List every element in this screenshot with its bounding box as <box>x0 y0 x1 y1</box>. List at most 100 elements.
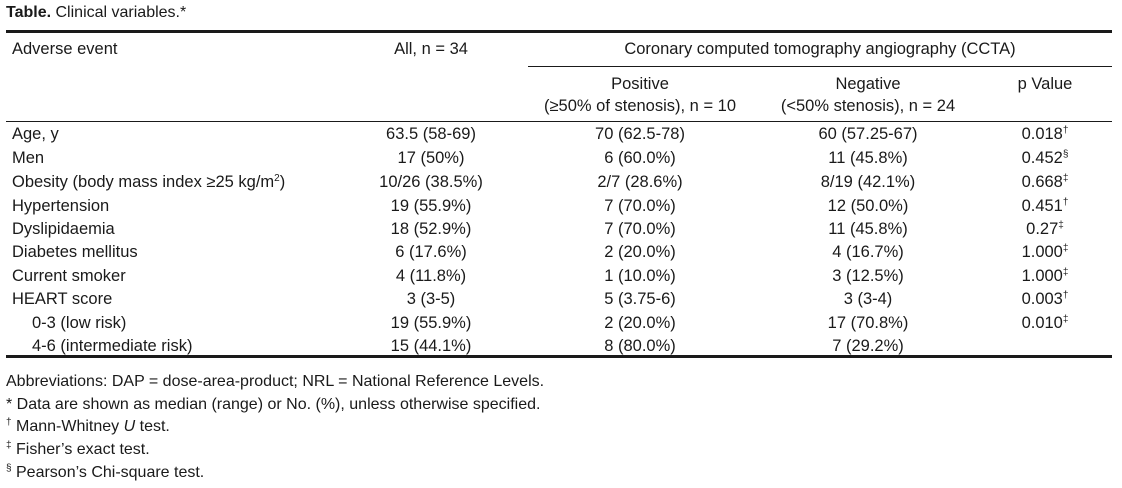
cell-negative: 11 (45.8%) <box>828 220 908 238</box>
footnote-section: § Pearson’s Chi-square test. <box>6 462 204 484</box>
footnote-star: * Data are shown as median (range) or No… <box>6 394 540 416</box>
p-value-number: 0.018 <box>1021 125 1063 143</box>
p-value-footnote-mark: ‡ <box>1062 314 1069 325</box>
cell-all: 3 (3-5) <box>406 290 456 308</box>
p-value-number: 0.452 <box>1021 149 1063 167</box>
row-label: Obesity (body mass index ≥25 kg/m2) <box>12 171 285 193</box>
cell-all: 4 (11.8%) <box>395 267 467 285</box>
cell-all: 19 (55.9%) <box>390 197 472 215</box>
cell-all: 10/26 (38.5%) <box>379 173 483 191</box>
footnote-dagger-mark: † <box>6 417 12 428</box>
top-rule <box>6 30 1112 33</box>
cell-p-value: 1.000‡ <box>985 265 1105 287</box>
p-value-footnote-mark: ‡ <box>1062 173 1069 184</box>
row-label-tail: ) <box>279 173 286 191</box>
cell-p-value: 0.003† <box>985 288 1105 310</box>
header-positive-detail: (≥50% of stenosis), n = 10 <box>543 97 737 115</box>
row-label: Hypertension <box>12 197 110 215</box>
cell-negative: 12 (50.0%) <box>827 197 909 215</box>
p-value-number: 0.451 <box>1021 197 1063 215</box>
p-value-number: 0.003 <box>1021 290 1063 308</box>
cell-positive: 6 (60.0%) <box>604 149 676 167</box>
cell-positive: 2 (20.0%) <box>604 314 676 332</box>
cell-negative: 3 (12.5%) <box>832 267 904 285</box>
cell-all: 18 (52.9%) <box>390 220 472 238</box>
footnote-double-dagger: ‡ Fisher’s exact test. <box>6 439 150 461</box>
cell-all: 15 (44.1%) <box>390 337 472 355</box>
cell-p-value: 0.27‡ <box>985 218 1105 240</box>
row-label: Dyslipidaemia <box>12 220 115 238</box>
row-label: 4-6 (intermediate risk) <box>32 337 193 355</box>
header-all: All, n = 34 <box>394 40 468 58</box>
cell-p-value: 0.018† <box>985 123 1105 145</box>
cell-positive: 1 (10.0%) <box>604 267 676 285</box>
p-value-footnote-mark: † <box>1062 290 1069 301</box>
cell-positive: 7 (70.0%) <box>604 197 676 215</box>
cell-negative: 17 (70.8%) <box>827 314 909 332</box>
header-negative: Negative <box>835 75 901 93</box>
header-rule <box>6 121 1112 122</box>
cell-all: 6 (17.6%) <box>395 243 467 261</box>
cell-negative: 3 (3-4) <box>843 290 893 308</box>
cell-all: 17 (50%) <box>397 149 465 167</box>
cell-negative: 4 (16.7%) <box>832 243 904 261</box>
row-label: Age, y <box>12 125 59 143</box>
footnote-abbreviations: Abbreviations: DAP = dose-area-product; … <box>6 373 545 390</box>
caption-label: Table. <box>6 4 52 21</box>
footnote-double-dagger-text: Fisher’s exact test. <box>11 441 150 458</box>
row-label: Current smoker <box>12 267 126 285</box>
footnote-section-text: Pearson’s Chi-square test. <box>11 464 205 481</box>
footnote-star-mark: * <box>6 396 13 413</box>
p-value-number: 0.668 <box>1021 173 1063 191</box>
cell-p-value: 0.668‡ <box>985 171 1105 193</box>
row-label: Diabetes mellitus <box>12 243 138 261</box>
p-value-number: 1.000 <box>1021 243 1063 261</box>
cell-p-value: 0.451† <box>985 195 1105 217</box>
p-value-footnote-mark: † <box>1062 197 1069 208</box>
row-label: Men <box>12 149 45 167</box>
p-value-number: 0.010 <box>1021 314 1063 332</box>
footnote-star-text: Data are shown as median (range) or No. … <box>12 396 541 413</box>
p-value-footnote-mark: § <box>1062 149 1069 160</box>
cell-positive: 8 (80.0%) <box>604 337 676 355</box>
header-negative-detail: (<50% stenosis), n = 24 <box>780 97 956 115</box>
cell-negative: 60 (57.25-67) <box>818 125 918 143</box>
caption-text: Clinical variables.* <box>55 4 187 21</box>
cell-positive: 2 (20.0%) <box>604 243 676 261</box>
row-label: HEART score <box>12 290 113 308</box>
p-value-footnote-mark: ‡ <box>1062 243 1069 254</box>
cell-all: 19 (55.9%) <box>390 314 472 332</box>
ccta-subrule <box>528 66 1112 67</box>
p-value-footnote-mark: ‡ <box>1062 267 1069 278</box>
header-p-value: p Value <box>1017 75 1073 93</box>
p-value-footnote-mark: † <box>1062 125 1069 136</box>
cell-negative: 7 (29.2%) <box>832 337 904 355</box>
header-ccta: Coronary computed tomography angiography… <box>624 40 1016 58</box>
cell-negative: 8/19 (42.1%) <box>820 173 916 191</box>
cell-positive: 5 (3.75-6) <box>604 290 676 308</box>
row-label-text: Obesity (body mass index ≥25 kg/m <box>12 173 275 191</box>
table-caption: Table. Clinical variables.* <box>6 3 186 23</box>
footnote-dagger-text: Mann-Whitney <box>11 418 124 435</box>
cell-p-value: 0.010‡ <box>985 312 1105 334</box>
p-value-number: 1.000 <box>1021 267 1063 285</box>
row-label: 0-3 (low risk) <box>32 314 127 332</box>
cell-negative: 11 (45.8%) <box>828 149 908 167</box>
cell-p-value: 0.452§ <box>985 147 1105 169</box>
header-positive: Positive <box>611 75 669 93</box>
cell-positive: 2/7 (28.6%) <box>597 173 683 191</box>
row-label-superscript: 2 <box>274 173 280 184</box>
p-value-number: 0.27 <box>1026 220 1059 238</box>
cell-positive: 7 (70.0%) <box>604 220 676 238</box>
footnote-dagger-italic: U <box>123 418 136 435</box>
p-value-footnote-mark: ‡ <box>1058 220 1064 231</box>
cell-p-value: 1.000‡ <box>985 241 1105 263</box>
footnote-double-dagger-mark: ‡ <box>6 440 12 451</box>
cell-positive: 70 (62.5-78) <box>595 125 685 143</box>
footnote-dagger-text-end: test. <box>135 418 170 435</box>
bottom-rule <box>6 355 1112 358</box>
footnote-section-mark: § <box>6 463 12 474</box>
footnote-dagger: † Mann-Whitney U test. <box>6 416 170 438</box>
header-adverse-event: Adverse event <box>12 40 118 58</box>
cell-all: 63.5 (58-69) <box>386 125 476 143</box>
